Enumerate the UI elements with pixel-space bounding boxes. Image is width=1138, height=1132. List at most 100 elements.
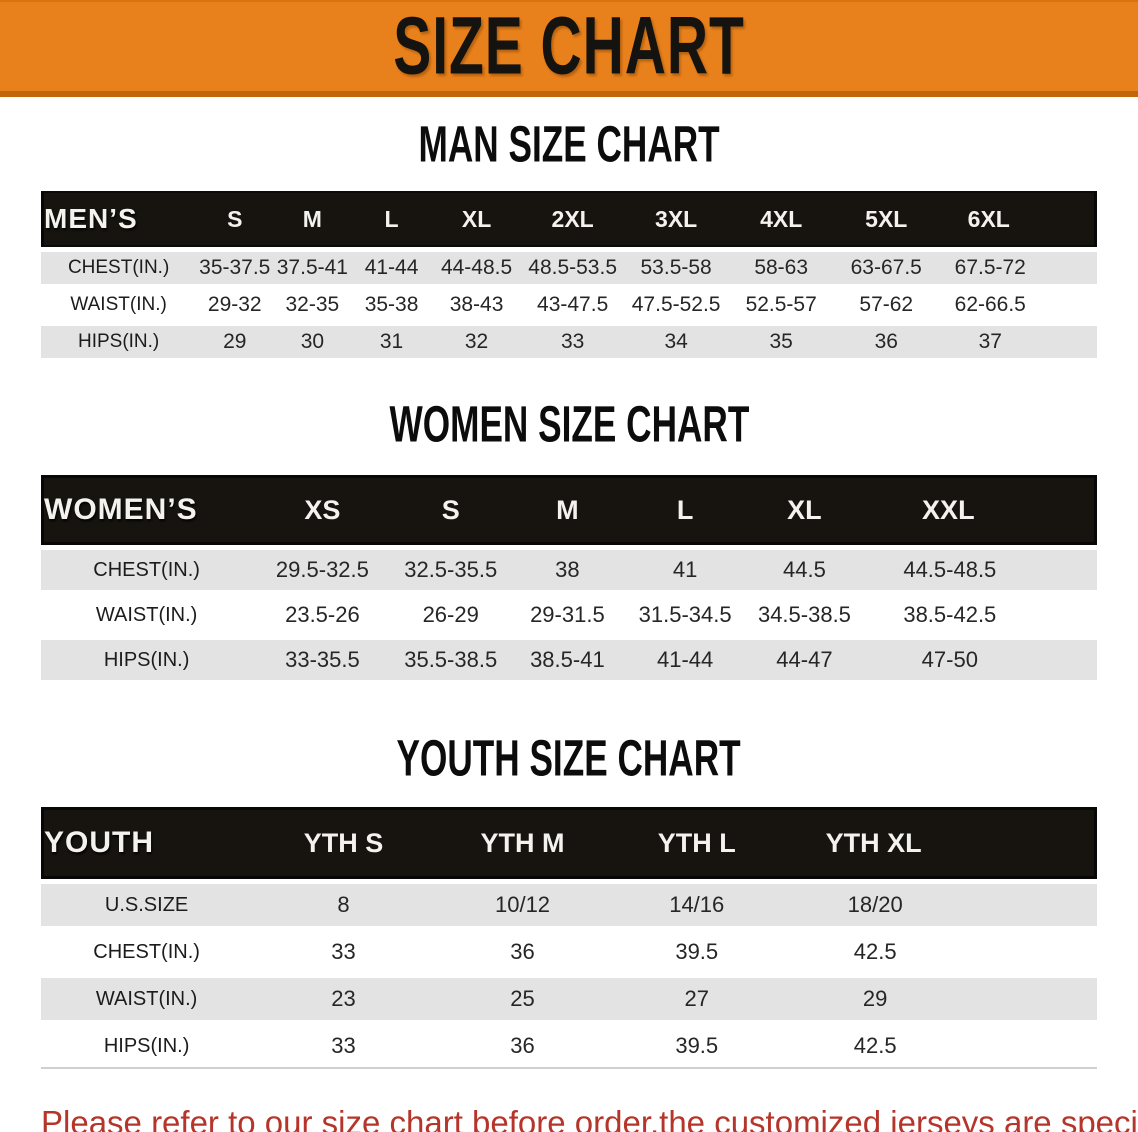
men-col-header: 4XL (728, 191, 834, 247)
measurement-cell: 57-62 (833, 289, 939, 321)
men-col-header: XL (431, 191, 522, 247)
measurement-cell: 27 (610, 978, 784, 1020)
men-size-table: MEN’S S M L XL 2XL 3XL 4XL 5XL 6XL CHEST… (41, 186, 1097, 363)
row-label: U.S.SIZE (41, 884, 253, 926)
measurement-cell: 63-67.5 (833, 252, 939, 284)
measurement-cell: 14/16 (610, 884, 784, 926)
measurement-cell: 58-63 (728, 252, 834, 284)
measurement-cell: 8 (252, 884, 435, 926)
men-col-header: 5XL (833, 191, 939, 247)
row-label: HIPS(IN.) (41, 640, 253, 680)
women-col-header: M (508, 475, 626, 545)
youth-section-heading-text: YOUTH SIZE CHART (396, 730, 742, 788)
measurement-cell: 31 (351, 326, 432, 358)
measurement-cell: 33-35.5 (252, 640, 393, 680)
content-area: MAN SIZE CHART MEN’S S M L XL 2XL 3XL 4X… (0, 97, 1138, 1074)
women-hips-row: HIPS(IN.) 33-35.5 35.5-38.5 38.5-41 41-4… (41, 640, 1097, 680)
youth-chest-row: CHEST(IN.) 33 36 39.5 42.5 (41, 931, 1097, 973)
measurement-cell: 33 (252, 931, 435, 973)
measurement-cell: 43-47.5 (521, 289, 624, 321)
measurement-cell: 47.5-52.5 (623, 289, 729, 321)
measurement-cell: 32.5-35.5 (392, 550, 509, 590)
women-col-header: XL (744, 475, 865, 545)
measurement-cell: 44.5 (744, 550, 865, 590)
row-label: CHEST(IN.) (41, 550, 253, 590)
measurement-cell: 36 (434, 931, 611, 973)
women-waist-row: WAIST(IN.) 23.5-26 26-29 29-31.5 31.5-34… (41, 595, 1097, 635)
men-hips-row: HIPS(IN.) 29 30 31 32 33 34 35 36 37 (41, 326, 1097, 358)
women-size-table: WOMEN’S XS S M L XL XXL CHEST(IN.) 29.5-… (41, 470, 1097, 685)
measurement-cell: 34.5-38.5 (744, 595, 865, 635)
youth-header-row: YOUTH YTH S YTH M YTH L YTH XL (41, 807, 1097, 879)
youth-col-header: YTH L (610, 807, 784, 879)
women-col-header: S (392, 475, 509, 545)
measurement-cell: 38.5-42.5 (864, 595, 1097, 635)
measurement-cell: 42.5 (783, 1025, 1097, 1069)
measurement-cell: 25 (434, 978, 611, 1020)
measurement-cell: 39.5 (610, 1025, 784, 1069)
measurement-cell: 35-37.5 (196, 252, 274, 284)
women-col-header: XXL (864, 475, 1097, 545)
measurement-cell: 23 (252, 978, 435, 1020)
men-section-heading: MAN SIZE CHART (41, 97, 1097, 173)
row-label: HIPS(IN.) (41, 326, 197, 358)
measurement-cell: 52.5-57 (728, 289, 834, 321)
men-col-header: 3XL (623, 191, 729, 247)
men-group-label: MEN’S (41, 191, 197, 247)
measurement-cell: 41 (625, 550, 745, 590)
men-col-header: 6XL (938, 191, 1097, 247)
men-waist-row: WAIST(IN.) 29-32 32-35 35-38 38-43 43-47… (41, 289, 1097, 321)
measurement-cell: 38.5-41 (508, 640, 626, 680)
measurement-cell: 37.5-41 (273, 252, 352, 284)
measurement-cell: 29 (196, 326, 274, 358)
measurement-cell: 33 (521, 326, 624, 358)
youth-size-table: YOUTH YTH S YTH M YTH L YTH XL U.S.SIZE … (41, 802, 1097, 1074)
measurement-cell: 37 (938, 326, 1097, 358)
youth-section-heading: YOUTH SIZE CHART (41, 685, 1097, 787)
measurement-cell: 44.5-48.5 (864, 550, 1097, 590)
measurement-cell: 31.5-34.5 (625, 595, 745, 635)
row-label: WAIST(IN.) (41, 289, 197, 321)
women-section-heading-text: WOMEN SIZE CHART (389, 396, 749, 454)
measurement-cell: 38 (508, 550, 626, 590)
men-section-heading-text: MAN SIZE CHART (418, 116, 720, 174)
women-chest-row: CHEST(IN.) 29.5-32.5 32.5-35.5 38 41 44.… (41, 550, 1097, 590)
measurement-cell: 41-44 (351, 252, 432, 284)
measurement-cell: 29.5-32.5 (252, 550, 393, 590)
men-col-header: S (196, 191, 274, 247)
size-chart-banner: SIZE CHART (0, 0, 1138, 97)
measurement-cell: 33 (252, 1025, 435, 1069)
row-label: WAIST(IN.) (41, 978, 253, 1020)
measurement-cell: 41-44 (625, 640, 745, 680)
measurement-cell: 44-47 (744, 640, 865, 680)
measurement-cell: 18/20 (783, 884, 1097, 926)
women-section-heading: WOMEN SIZE CHART (41, 363, 1097, 453)
measurement-cell: 38-43 (431, 289, 522, 321)
youth-col-header: YTH M (434, 807, 611, 879)
women-col-header: XS (252, 475, 393, 545)
note-line-1: Please refer to our size chart before or… (41, 1104, 1138, 1132)
measurement-cell: 36 (434, 1025, 611, 1069)
men-header-row: MEN’S S M L XL 2XL 3XL 4XL 5XL 6XL (41, 191, 1097, 247)
men-col-header: M (273, 191, 352, 247)
measurement-cell: 67.5-72 (938, 252, 1097, 284)
youth-col-header: YTH S (252, 807, 435, 879)
order-disclaimer-note: Please refer to our size chart before or… (41, 1100, 1138, 1132)
youth-waist-row: WAIST(IN.) 23 25 27 29 (41, 978, 1097, 1020)
measurement-cell: 48.5-53.5 (521, 252, 624, 284)
measurement-cell: 32-35 (273, 289, 352, 321)
measurement-cell: 34 (623, 326, 729, 358)
measurement-cell: 23.5-26 (252, 595, 393, 635)
women-header-row: WOMEN’S XS S M L XL XXL (41, 475, 1097, 545)
measurement-cell: 26-29 (392, 595, 509, 635)
women-col-header: L (625, 475, 745, 545)
banner-title: SIZE CHART (393, 0, 745, 93)
measurement-cell: 44-48.5 (431, 252, 522, 284)
measurement-cell: 36 (833, 326, 939, 358)
measurement-cell: 42.5 (783, 931, 1097, 973)
measurement-cell: 29-31.5 (508, 595, 626, 635)
row-label: CHEST(IN.) (41, 252, 197, 284)
row-label: WAIST(IN.) (41, 595, 253, 635)
youth-hips-row: HIPS(IN.) 33 36 39.5 42.5 (41, 1025, 1097, 1069)
youth-ussize-row: U.S.SIZE 8 10/12 14/16 18/20 (41, 884, 1097, 926)
